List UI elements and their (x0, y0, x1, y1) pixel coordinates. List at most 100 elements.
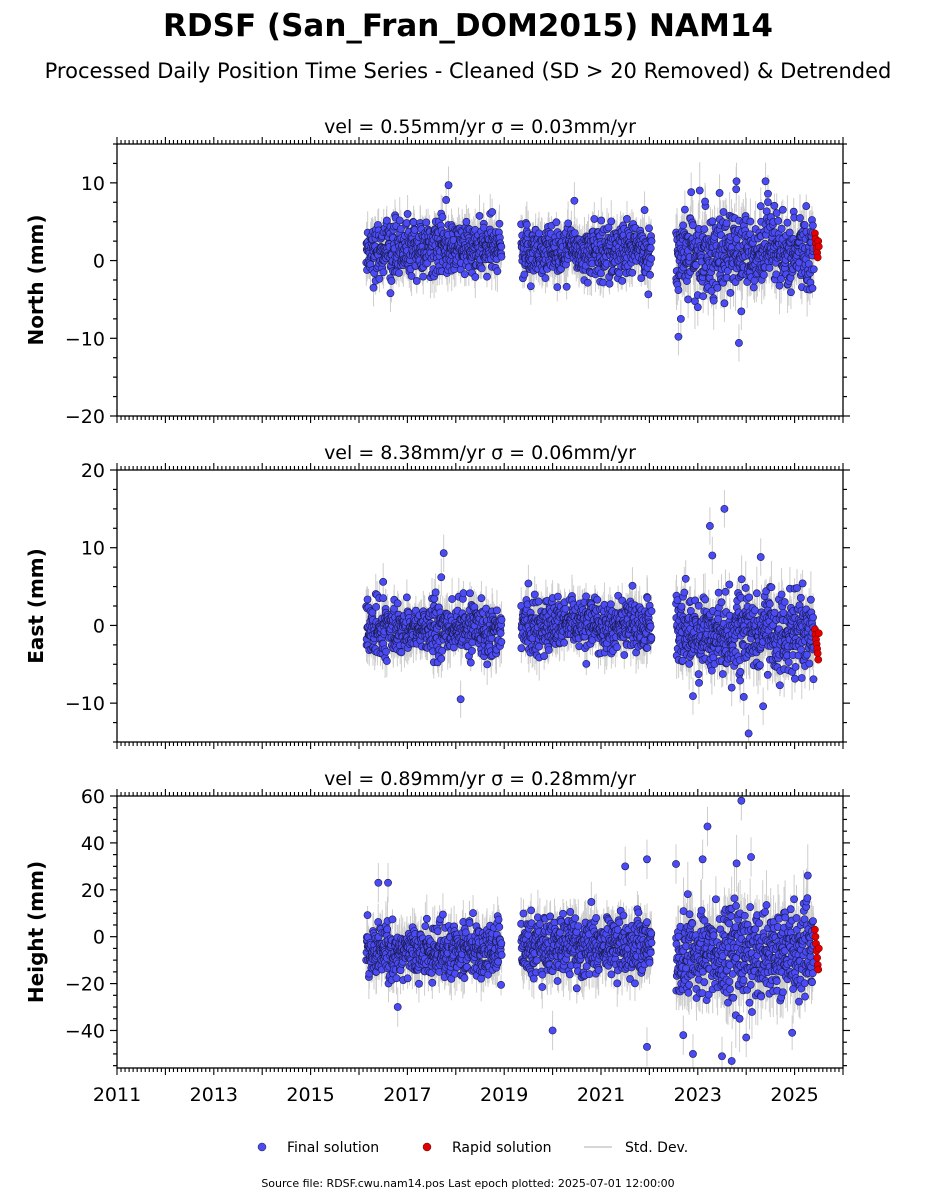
final-solution-point (522, 220, 531, 229)
final-solution-point (787, 288, 795, 297)
final-solution-point (553, 283, 562, 292)
final-solution-point (396, 224, 405, 233)
final-solution-point (785, 228, 794, 237)
final-solution-point (607, 217, 616, 226)
final-solution-point (409, 218, 418, 227)
final-solution-point (471, 273, 480, 281)
final-solution-point (379, 268, 388, 277)
final-solution-point (605, 279, 614, 288)
final-solution-point (732, 185, 741, 194)
final-solution-point (552, 218, 561, 227)
final-solution-point (369, 283, 378, 292)
final-solution-point (735, 339, 743, 347)
final-solution-point (772, 270, 781, 279)
final-solution-point (687, 188, 696, 197)
final-solution-point (777, 224, 786, 233)
final-solution-point (759, 270, 768, 279)
final-solution-point (541, 274, 550, 283)
final-solution-point (375, 274, 384, 283)
final-solution-point (644, 290, 653, 299)
final-solution-point (493, 267, 502, 276)
series-east (362, 490, 823, 742)
final-solution-point (488, 208, 497, 216)
final-solution-point (477, 264, 486, 273)
final-solution-point (382, 216, 391, 225)
final-solution-point (772, 209, 781, 217)
rapid-solution-point (814, 242, 823, 251)
final-solution-point (684, 295, 693, 304)
final-solution-point (720, 299, 729, 308)
final-solution-point (403, 210, 412, 218)
final-solution-point (526, 282, 535, 291)
final-solution-point (483, 272, 491, 281)
y-tick-label: −10 (65, 328, 105, 350)
final-solution-point (637, 274, 646, 283)
final-solution-point (402, 219, 411, 227)
final-solution-point (732, 177, 741, 186)
final-solution-point (800, 221, 809, 229)
final-solution-point (764, 198, 772, 207)
final-solution-point (623, 215, 631, 223)
final-solution-point (419, 272, 428, 281)
final-solution-point (422, 218, 431, 227)
final-solution-point (590, 215, 599, 223)
final-solution-point (640, 206, 649, 214)
figure-title: RDSF (San_Fran_DOM2015) NAM14 (163, 8, 773, 44)
final-solution-point (808, 284, 817, 293)
final-solution-point (438, 213, 447, 221)
final-solution-point (715, 189, 724, 197)
final-solution-point (597, 216, 606, 225)
final-solution-point (562, 282, 571, 291)
final-solution-point (497, 252, 506, 261)
final-solution-point (495, 219, 504, 228)
final-solution-point (407, 272, 416, 280)
panel-title-north: vel = 0.55mm/yr σ = 0.03mm/yr (324, 116, 636, 138)
final-solution-point (386, 289, 395, 298)
final-solution-point (765, 264, 774, 272)
final-solution-point (774, 216, 783, 225)
final-solution-point (778, 205, 787, 214)
final-solution-point (570, 196, 579, 205)
final-solution-point (674, 332, 683, 341)
final-solution-point (775, 281, 784, 290)
final-solution-point (597, 269, 605, 278)
final-solution-point (695, 186, 704, 195)
final-solution-point (777, 274, 785, 283)
y-tick-label: −20 (65, 406, 105, 428)
final-solution-point (750, 276, 759, 285)
final-solution-point (809, 221, 817, 230)
final-solution-point (645, 224, 653, 233)
final-solution-point (709, 296, 718, 305)
final-solution-point (701, 197, 709, 206)
final-solution-point (809, 265, 818, 274)
final-solution-point (693, 303, 702, 312)
final-solution-point (802, 202, 811, 210)
final-solution-point (770, 201, 779, 210)
final-solution-point (764, 189, 772, 198)
final-solution-point (395, 216, 404, 225)
final-solution-point (647, 254, 656, 263)
final-solution-point (700, 225, 709, 233)
final-solution-point (647, 237, 656, 246)
final-solution-point (796, 214, 804, 222)
final-solution-point (699, 292, 708, 301)
final-solution-point (444, 181, 453, 190)
final-solution-point (564, 219, 573, 228)
y-axis-label-north: North (mm) (24, 214, 48, 345)
final-solution-point (680, 205, 689, 214)
final-solution-point (719, 208, 728, 216)
final-solution-point (761, 177, 770, 186)
final-solution-point (679, 221, 688, 230)
final-solution-point (689, 221, 697, 230)
final-solution-point (646, 271, 654, 279)
rapid-solution-point (813, 253, 822, 262)
final-solution-point (749, 283, 758, 292)
y-ticks-north (110, 143, 850, 417)
final-solution-point (462, 217, 471, 226)
rapid-points-north (811, 229, 823, 262)
final-solution-point (783, 218, 792, 227)
final-solution-point (708, 217, 717, 226)
